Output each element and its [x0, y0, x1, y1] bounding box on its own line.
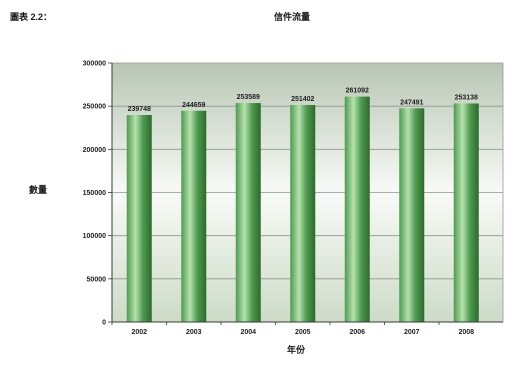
bar — [399, 108, 425, 323]
y-tick-label: 50000 — [87, 276, 107, 283]
chart-caption: 圖表 2.2： — [10, 11, 52, 22]
bar — [344, 96, 370, 322]
x-tick-label: 2006 — [349, 329, 365, 336]
bar — [126, 115, 152, 322]
data-label: 253138 — [455, 94, 478, 101]
axes: 0 50000 100000 150000 200000 250000 300000 2002… — [83, 61, 503, 336]
x-tick-label: 2008 — [458, 329, 474, 336]
x-tick-label: 2007 — [404, 329, 420, 336]
y-tick-label: 250000 — [83, 104, 106, 111]
x-tick-label: 2004 — [240, 329, 256, 336]
y-axis-label: 數量 — [29, 184, 47, 195]
y-tick-label: 200000 — [83, 147, 106, 154]
y-tick-label: 100000 — [83, 233, 106, 240]
bar-series — [126, 96, 479, 323]
x-axis-label: 年份 — [287, 344, 306, 355]
bar — [453, 103, 479, 323]
y-tick-label: 0 — [102, 320, 106, 327]
data-label: 253589 — [237, 94, 260, 101]
data-label: 261092 — [346, 88, 369, 95]
y-tick-label: 300000 — [83, 61, 106, 68]
chart-title: 信件流量 — [274, 11, 310, 22]
data-labels: 239748 244659 253589 251402 261092 247491 2531… — [128, 88, 478, 113]
bar — [235, 103, 261, 322]
data-label: 244659 — [182, 102, 205, 109]
bar — [181, 110, 207, 322]
y-tick-label: 150000 — [83, 190, 106, 197]
data-label: 239748 — [128, 106, 151, 113]
data-label: 251402 — [291, 96, 314, 103]
bar — [290, 104, 316, 323]
x-tick-label: 2005 — [295, 329, 311, 336]
x-tick-label: 2003 — [186, 329, 202, 336]
x-tick-label: 2002 — [131, 329, 147, 336]
data-label: 247491 — [400, 99, 423, 106]
